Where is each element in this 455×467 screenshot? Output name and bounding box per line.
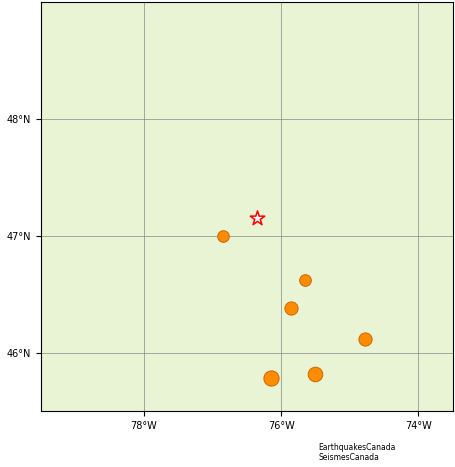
- Point: [253, 215, 261, 222]
- Text: EarthquakesCanada
SeismesCanada: EarthquakesCanada SeismesCanada: [318, 443, 396, 462]
- Point: [267, 375, 274, 382]
- Point: [361, 335, 369, 342]
- Point: [312, 370, 319, 377]
- Point: [288, 304, 295, 312]
- Point: [302, 276, 309, 284]
- Point: [219, 232, 227, 240]
